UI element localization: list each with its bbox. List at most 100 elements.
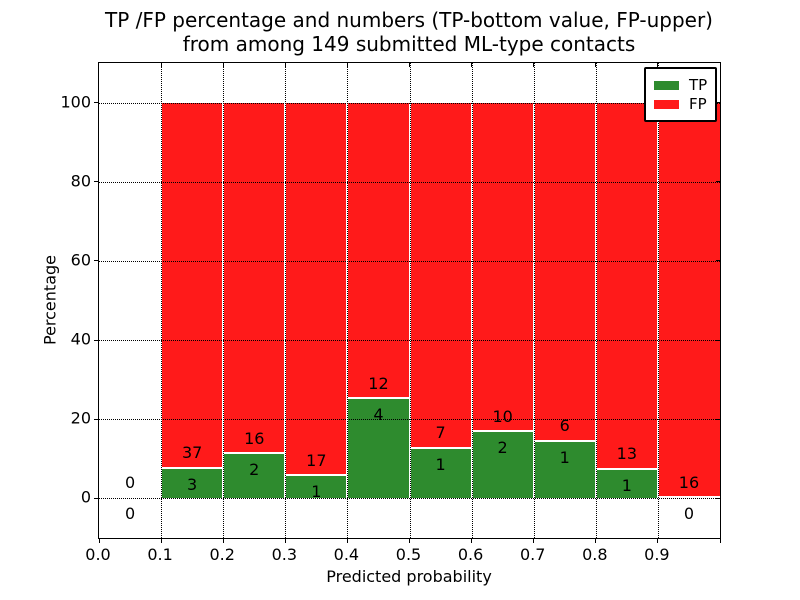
y-tick-left bbox=[94, 497, 99, 499]
tp-count-annotation: 3 bbox=[187, 474, 198, 494]
chart-title: TP /FP percentage and numbers (TP-bottom… bbox=[105, 8, 713, 56]
tp-count-annotation: 0 bbox=[683, 504, 695, 524]
x-tick-bottom bbox=[160, 538, 162, 543]
y-tick-right bbox=[716, 260, 720, 262]
x-axis-label: Predicted probability bbox=[326, 567, 492, 586]
legend-row: FP bbox=[654, 96, 707, 112]
legend: TP FP bbox=[644, 67, 718, 122]
y-tick-right bbox=[716, 339, 720, 341]
x-tick-label: 0.7 bbox=[519, 545, 546, 564]
gridline-vertical bbox=[161, 63, 163, 538]
y-tick-left bbox=[94, 181, 99, 183]
x-tick-label: 0.4 bbox=[333, 545, 360, 564]
fp-count-annotation: 6 bbox=[559, 415, 570, 435]
y-tick-right bbox=[716, 418, 720, 420]
x-tick-bottom bbox=[284, 538, 286, 543]
fp-count-annotation: 0 bbox=[124, 472, 136, 492]
gridline-vertical bbox=[223, 63, 225, 538]
legend-label-fp: FP bbox=[689, 95, 707, 113]
fp-count-annotation: 7 bbox=[435, 423, 446, 443]
fp-count-annotation: 37 bbox=[181, 442, 203, 462]
x-tick-top bbox=[409, 63, 410, 67]
y-tick-left bbox=[94, 260, 99, 262]
tp-count-annotation: 1 bbox=[435, 454, 446, 474]
legend-row: TP bbox=[654, 77, 707, 93]
x-tick-bottom bbox=[471, 538, 473, 543]
x-tick-label: 0.3 bbox=[271, 545, 298, 564]
y-tick-label: 100 bbox=[60, 92, 91, 112]
x-tick-label: 0.9 bbox=[644, 545, 670, 564]
bar-segment-fp bbox=[347, 102, 410, 400]
x-tick-bottom bbox=[533, 538, 535, 543]
legend-swatch-tp bbox=[654, 80, 679, 90]
fp-count-annotation: 17 bbox=[306, 450, 327, 470]
y-tick-right bbox=[716, 102, 720, 104]
x-tick-label: 0.5 bbox=[395, 545, 422, 564]
bar-segment-tp bbox=[223, 454, 286, 499]
tp-count-annotation: 2 bbox=[497, 438, 508, 458]
chart-title-line2: from among 149 submitted ML-type contact… bbox=[182, 32, 636, 56]
x-tick-bottom bbox=[719, 538, 721, 543]
gridline-horizontal bbox=[99, 498, 720, 500]
y-tick-left bbox=[94, 102, 99, 104]
tp-count-annotation: 1 bbox=[559, 447, 570, 467]
bar-segment-fp bbox=[471, 102, 534, 433]
y-tick-right bbox=[716, 181, 720, 183]
bar-segment-fp bbox=[657, 102, 720, 499]
bar-segment-tp bbox=[595, 470, 658, 499]
fp-count-annotation: 12 bbox=[368, 373, 389, 393]
y-tick-label: 0 bbox=[80, 487, 91, 507]
gridline-vertical bbox=[409, 63, 411, 538]
bar-segment-tp bbox=[471, 432, 534, 499]
fp-count-annotation: 16 bbox=[678, 472, 700, 492]
gridline-horizontal bbox=[99, 340, 720, 342]
bar-segment-fp bbox=[595, 102, 658, 471]
x-tick-top bbox=[471, 63, 473, 67]
fp-count-annotation: 16 bbox=[244, 428, 265, 448]
x-tick-bottom bbox=[98, 538, 100, 543]
fp-count-annotation: 13 bbox=[616, 444, 638, 464]
y-tick-label: 40 bbox=[70, 329, 91, 349]
gridline-horizontal bbox=[99, 260, 720, 262]
gridline-horizontal bbox=[99, 419, 720, 421]
x-tick-bottom bbox=[409, 538, 410, 543]
x-tick-top bbox=[160, 63, 162, 67]
x-tick-label: 0.8 bbox=[582, 545, 608, 564]
y-tick-label: 20 bbox=[70, 408, 91, 428]
x-tick-top bbox=[657, 63, 659, 67]
y-tick-label: 60 bbox=[70, 250, 91, 270]
x-tick-label: 0.1 bbox=[147, 545, 173, 564]
x-tick-label: 0.2 bbox=[209, 545, 235, 564]
x-tick-bottom bbox=[222, 538, 224, 543]
x-tick-label: 0.0 bbox=[85, 545, 111, 564]
bar-segment-fp bbox=[161, 102, 224, 469]
bar-segment-fp bbox=[533, 102, 596, 442]
tp-count-annotation: 1 bbox=[621, 476, 632, 496]
tp-count-annotation: 1 bbox=[311, 482, 322, 502]
gridline-vertical bbox=[285, 63, 287, 538]
gridline-vertical bbox=[471, 63, 473, 538]
x-tick-top bbox=[595, 63, 597, 67]
x-tick-label: 0.6 bbox=[457, 545, 484, 564]
y-tick-right bbox=[716, 497, 720, 499]
y-tick-label: 80 bbox=[70, 171, 91, 191]
fp-count-annotation: 10 bbox=[492, 406, 513, 426]
gridline-horizontal bbox=[99, 102, 720, 104]
y-tick-left bbox=[94, 339, 99, 341]
x-tick-bottom bbox=[595, 538, 597, 543]
gridline-vertical bbox=[347, 63, 349, 538]
bar-segment-tp bbox=[533, 441, 596, 499]
bar-segment-tp bbox=[347, 399, 410, 499]
bar-segment-tp bbox=[161, 468, 224, 499]
bar-segment-fp bbox=[409, 102, 472, 449]
x-tick-top bbox=[346, 63, 348, 67]
bar-segment-tp bbox=[409, 448, 472, 499]
x-tick-bottom bbox=[346, 538, 348, 543]
bar-segment-tp bbox=[285, 476, 348, 499]
bar-segment-fp bbox=[285, 102, 348, 477]
y-tick-left bbox=[94, 418, 99, 420]
x-tick-top bbox=[222, 63, 224, 67]
gridline-vertical bbox=[595, 63, 597, 538]
legend-label-tp: TP bbox=[689, 76, 708, 94]
